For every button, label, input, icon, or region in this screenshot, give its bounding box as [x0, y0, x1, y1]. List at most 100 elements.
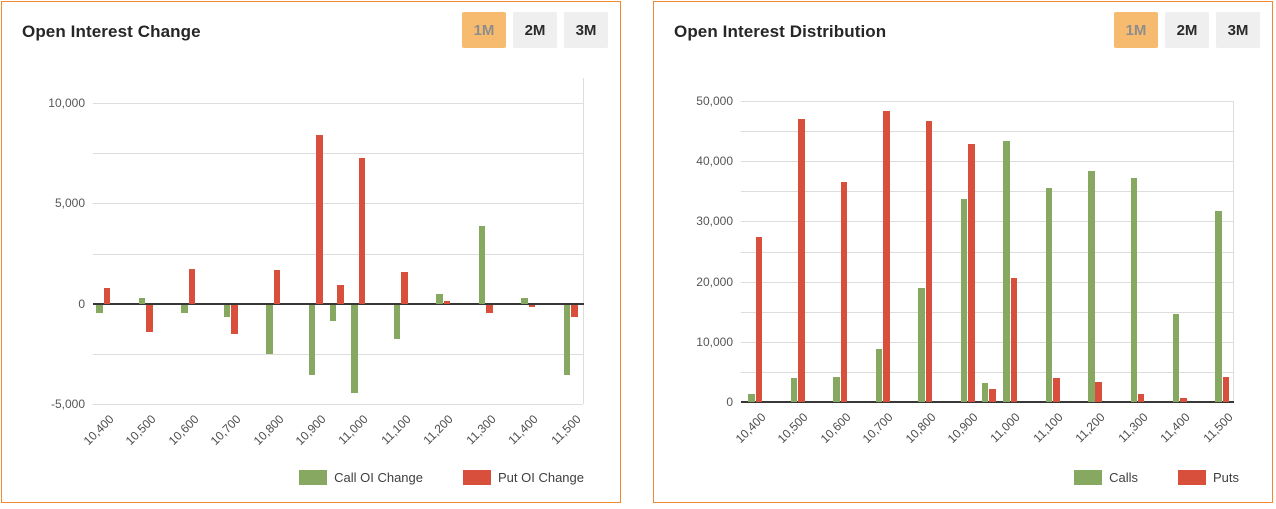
bar-calls-10900	[960, 198, 968, 402]
timeframe-button-group: 1M 2M 3M	[1114, 12, 1260, 48]
x-tick-label: 10,600	[817, 410, 854, 446]
bar-puts-10900	[968, 144, 975, 402]
x-tick-label: 11,500	[1200, 410, 1236, 446]
bar-puts-11100	[1053, 377, 1060, 402]
legend-swatch	[463, 470, 491, 485]
x-tick-label: 11,300	[463, 412, 499, 448]
x-tick-label: 10,800	[902, 410, 939, 446]
x-tick-label: 11,300	[1115, 410, 1151, 446]
gridline	[741, 131, 1233, 133]
bar-puts-10400	[755, 236, 763, 402]
bar-call-oi-change-10500	[138, 297, 146, 304]
range-button-2m[interactable]: 2M	[513, 12, 557, 48]
gridline	[93, 103, 583, 105]
open-interest-distribution-panel: Open Interest Distribution 1M 2M 3M 50,000…	[653, 1, 1273, 503]
x-tick-label: 11,000	[987, 410, 1024, 446]
bar-puts-10500	[798, 119, 805, 402]
y-tick-label: 30,000	[696, 214, 733, 229]
bar-call-oi-change-10700	[223, 304, 231, 317]
bar-put-oi-change-11300	[486, 304, 493, 313]
timeframe-button-group: 1M 2M 3M	[462, 12, 608, 48]
bar-call-oi-change-11500	[563, 304, 571, 375]
bar-puts-10600	[840, 182, 848, 402]
bar-put-oi-change-10800	[273, 269, 281, 304]
legend-swatch	[1074, 470, 1103, 485]
gridline	[741, 281, 1233, 283]
bar-put-oi-change-11200	[443, 300, 451, 304]
gridline	[741, 371, 1233, 373]
range-button-3m[interactable]: 3M	[564, 12, 608, 48]
legend-label: Puts	[1212, 470, 1239, 485]
bar-calls-11200	[1088, 171, 1095, 402]
range-button-3m[interactable]: 3M	[1216, 12, 1260, 48]
bar-put-oi-change-11400	[528, 304, 536, 307]
x-tick-label: 11,400	[505, 412, 542, 448]
bar-put-oi-change-10950	[337, 284, 344, 304]
bar-calls-11100	[1045, 188, 1053, 402]
bar-call-oi-change-10600	[181, 304, 188, 313]
y-tick-label: 50,000	[696, 94, 733, 108]
open-interest-change-panel: Open Interest Change 1M 2M 3M 10,000 5,000 0…	[1, 1, 621, 503]
bar-puts-11400	[1180, 397, 1187, 402]
bar-calls-10800	[918, 287, 925, 402]
legend-item-puts: Puts	[1177, 470, 1239, 485]
bar-call-oi-change-11300	[478, 225, 486, 304]
x-tick-label: 10,500	[774, 410, 811, 446]
legend-item-put-oi-change: Put OI Change	[463, 470, 584, 485]
x-tick-label: 10,700	[859, 410, 896, 446]
plot-right-edge	[583, 78, 584, 404]
bar-calls-10400	[748, 394, 755, 402]
zero-axis-line	[93, 302, 584, 305]
chart-legend: Call OI Change Put OI Change	[299, 470, 584, 485]
y-tick-label: 0	[78, 296, 85, 311]
bar-call-oi-change-10900	[308, 304, 316, 375]
bar-calls-11300	[1130, 177, 1138, 402]
gridline	[741, 101, 1233, 102]
gridline	[93, 153, 583, 155]
x-tick-label: 10,900	[944, 410, 981, 446]
x-tick-label: 11,000	[335, 412, 372, 448]
bar-put-oi-change-10500	[146, 304, 153, 332]
x-tick-label: 10,400	[732, 410, 769, 446]
gridline	[741, 341, 1233, 343]
bar-puts-11200	[1095, 382, 1102, 402]
oi-distribution-chart: 50,000 40,000 30,000 20,000 10,000 0 10,400 10,…	[654, 2, 1272, 502]
bar-put-oi-change-10700	[231, 304, 238, 334]
bar-put-oi-change-11000	[358, 158, 366, 304]
range-button-1m[interactable]: 1M	[462, 12, 506, 48]
page-title: Open Interest Change	[22, 22, 201, 41]
bar-puts-11500	[1222, 376, 1230, 402]
bar-call-oi-change-11200	[436, 293, 443, 304]
bar-call-oi-change-11000	[351, 304, 358, 393]
x-tick-label: 11,500	[548, 412, 584, 448]
y-tick-label: 40,000	[696, 154, 733, 169]
range-button-2m[interactable]: 2M	[1165, 12, 1209, 48]
bar-calls-11400	[1172, 314, 1180, 402]
bar-put-oi-change-10400	[103, 287, 111, 304]
y-tick-label: 20,000	[696, 274, 733, 289]
zero-axis-line	[741, 401, 1234, 403]
bar-call-oi-change-11100	[393, 304, 401, 339]
x-tick-label: 10,600	[165, 412, 202, 448]
x-tick-label: 11,200	[420, 412, 457, 448]
legend-swatch	[1177, 470, 1206, 485]
bar-call-oi-change-10950	[329, 304, 337, 321]
gridline	[741, 251, 1233, 253]
bar-put-oi-change-10900	[316, 135, 323, 304]
y-tick-label: 10,000	[48, 96, 85, 111]
bar-puts-10950	[989, 389, 996, 402]
range-button-1m[interactable]: 1M	[1114, 12, 1158, 48]
y-tick-label: 5,000	[54, 196, 85, 211]
x-tick-label: 10,400	[80, 412, 117, 448]
legend-label: Put OI Change	[498, 470, 584, 485]
y-tick-label: -5,000	[50, 397, 85, 411]
x-tick-label: 10,800	[250, 412, 287, 448]
bar-puts-11000	[1010, 278, 1018, 402]
legend-label: Call OI Change	[334, 470, 423, 485]
bar-call-oi-change-10400	[96, 304, 103, 313]
bar-calls-10950	[981, 383, 989, 402]
gridline	[741, 161, 1233, 163]
x-tick-label: 10,900	[292, 412, 329, 448]
page-title: Open Interest Distribution	[674, 22, 887, 41]
